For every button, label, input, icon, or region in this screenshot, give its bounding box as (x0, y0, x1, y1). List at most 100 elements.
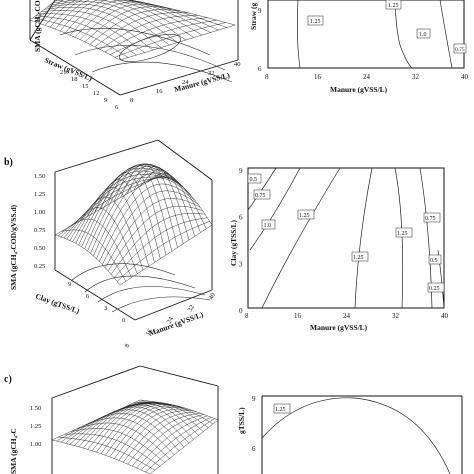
panel-b-manure-tick: 24 (166, 315, 176, 325)
panel-b-contour-xtick: 8 (245, 312, 249, 320)
panel-a-contour-xticks: 8 16 24 32 40 (265, 73, 469, 81)
panel-c-contour-ytick-6: 6 (252, 445, 256, 453)
panel-b-floor-contours (71, 263, 211, 313)
mesh-line (113, 164, 173, 252)
mesh-line (125, 0, 211, 33)
panel-b-manure-tick: 16 (145, 327, 155, 337)
mesh-line (128, 0, 219, 31)
panel-b-contour-xticks: 8 16 24 32 40 (245, 312, 449, 320)
panel-c-label: c) (4, 374, 12, 385)
mesh-line (136, 415, 208, 469)
panel-b: b) 1.501.251.000.750.500.25 SMA (gCH₄-CO… (4, 139, 449, 349)
panel-a-contour-label-2: 1.25 (388, 3, 399, 9)
mesh-line (91, 403, 172, 451)
panel-b-contour-label-6: 1.25 (397, 231, 408, 237)
panel-b-clay-tick: 3 (104, 305, 107, 312)
panel-b-manure-ticks: 8 16 24 32 40 (124, 292, 217, 349)
mesh-line (145, 418, 215, 473)
mesh-line (159, 174, 213, 226)
panel-b-ztick: 0.50 (34, 245, 45, 252)
panel-b-contour-label-8: 0.5 (430, 258, 438, 264)
mesh-line (81, 196, 144, 271)
mesh-line (74, 207, 138, 274)
mesh-line (100, 172, 161, 259)
panel-c-contour-ylabel: gTSS/L) (237, 407, 246, 434)
mesh-line (51, 439, 151, 474)
panel-a-manure-tick: 40 (234, 61, 241, 68)
panel-c-ztick: 1.00 (30, 441, 41, 448)
mesh-line (127, 402, 209, 428)
panel-b-contour-yticks: 9 6 3 0 (239, 167, 243, 315)
panel-c-contour-label-1: 1.25 (275, 407, 286, 413)
panel-b-contour-label-5: 1.25 (353, 255, 364, 261)
panel-b-manure-tick: 40 (208, 292, 217, 301)
mesh-line (123, 411, 197, 463)
mesh-line (94, 178, 155, 263)
panel-b-clay-tick: 9 (68, 281, 71, 288)
panel-a-contour-xtick: 32 (412, 73, 420, 81)
mesh-line (67, 218, 132, 278)
panel-a-contour-xtick: 16 (314, 73, 322, 81)
panel-b-contour-label-1: 0.5 (250, 177, 258, 183)
panel-a-contour-label-1: 1.25 (310, 19, 321, 25)
panel-a-manure-tick: 8 (130, 97, 133, 104)
panel-a-contour-ylabel: Straw (g (249, 2, 258, 30)
panel-a-straw-tick: 9 (104, 97, 107, 104)
panel-c-surface-box (51, 365, 219, 474)
mesh-line (83, 417, 175, 455)
mesh-line (120, 163, 178, 248)
panel-a-contour-xtick: 40 (461, 73, 469, 81)
panel-b-surface-zlabel: SMA (gCH₄-COD/gVSS.d) (9, 204, 18, 290)
mesh-line (87, 186, 150, 267)
panel-c-contour-line (261, 397, 451, 474)
panel-a-contour-lines (296, 0, 453, 69)
panel-b-contour-label-7: 0.75 (425, 216, 436, 222)
mesh-line (121, 402, 204, 432)
panel-b-contour-label-boxes: 0.5 0.75 1.0 1.25 1.25 1.25 0.75 0.5 0.2… (247, 173, 445, 293)
panel-b-manure-tick: 32 (187, 304, 196, 313)
panel-a-contour-ytick-6: 6 (258, 65, 262, 73)
mesh-line (49, 1, 178, 43)
panel-b-ztick: 0.25 (34, 263, 45, 270)
panel-a-manure-tick: 24 (182, 79, 189, 86)
panel-b-contour-xtick: 16 (294, 312, 302, 320)
mesh-line (61, 229, 126, 282)
panel-b-ztick: 0.75 (34, 227, 45, 234)
panel-a-surface-zlabel: SMA (gCH₄-COD/gVSS.d) (33, 0, 42, 52)
panel-a-straw-tick: 6 (115, 104, 119, 111)
panel-a-straw-tick: 18 (71, 76, 78, 83)
panel-b-manure-tick: 8 (124, 343, 132, 349)
panel-c-surface-zticks: 1.50 1.25 1.00 (30, 405, 41, 448)
mesh-line (87, 165, 187, 252)
panel-a-contour-xtick: 8 (265, 73, 269, 81)
panel-b-surface-mesh (54, 163, 213, 286)
mesh-line (32, 17, 129, 58)
mesh-line (64, 433, 160, 467)
panel-a-manure-ticks: 8 16 24 32 40 (130, 61, 241, 104)
mesh-line (126, 164, 184, 244)
mesh-line (72, 167, 175, 243)
panel-b-contour-xtick: 32 (392, 312, 400, 320)
panel-b-ztick: 1.25 (34, 191, 45, 198)
panel-a-straw-tick: 12 (93, 90, 100, 97)
panel-c-surface-zlabel: SMA (gCH₄-C (9, 428, 18, 474)
mesh-line (100, 404, 180, 454)
panel-a-contour-xlabel: Manure (gVSS/L) (330, 85, 388, 94)
mesh-line (120, 0, 203, 36)
mesh-line (54, 234, 121, 286)
mesh-line (146, 173, 201, 233)
panel-a-surface-mesh (29, 0, 236, 61)
mesh-line (153, 176, 207, 229)
mesh-line (29, 19, 121, 61)
panel-a-contour-label-4: 0.75 (455, 47, 465, 53)
mesh-line (133, 402, 214, 425)
panel-b-contour-frame (247, 167, 445, 309)
mesh-line (118, 410, 194, 461)
panel-b-surface-zticks: 1.50 1.25 1.00 0.75 0.50 0.25 (34, 173, 45, 270)
panel-b-manure-axis-label: Manure (gVSS/L) (148, 310, 205, 338)
mesh-line (105, 405, 183, 456)
mesh-line (140, 169, 196, 237)
mesh-line (89, 413, 180, 452)
panel-c: c) 1.50 1.25 1.00 SMA (gCH₄-C 1.25 9 6 gTS… (4, 365, 463, 474)
